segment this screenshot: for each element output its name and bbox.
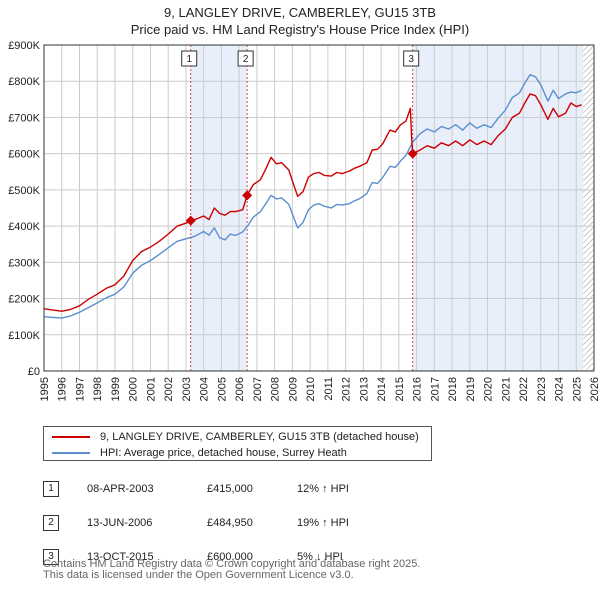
footer: Contains HM Land Registry data © Crown c… <box>43 559 420 581</box>
y-tick-label: £0 <box>28 366 40 378</box>
x-tick-label: 2020 <box>483 377 495 401</box>
sale-point-marker <box>407 148 418 159</box>
x-tick-label: 2021 <box>500 377 512 401</box>
x-tick-label: 1995 <box>39 377 51 401</box>
sale-label-box <box>181 50 198 67</box>
sale-date: 08-APR-2003 <box>87 483 154 495</box>
y-tick-label: £400K <box>8 221 40 233</box>
x-tick-label: 2014 <box>376 377 388 401</box>
x-tick-label: 2005 <box>216 377 228 401</box>
y-tick-label: £800K <box>8 76 40 88</box>
x-tick-label: 1997 <box>74 377 86 401</box>
x-tick-label: 2003 <box>181 377 193 401</box>
legend-entry-property: 9, LANGLEY DRIVE, CAMBERLEY, GU15 3TB (d… <box>52 429 419 445</box>
x-tick-label: 2022 <box>518 377 530 401</box>
sale-price: £415,000 <box>207 483 253 495</box>
sale-hpi-diff: 5% ↓ HPI <box>297 551 343 563</box>
sale-date: 13-OCT-2015 <box>87 551 154 563</box>
x-tick-label: 2019 <box>465 377 477 401</box>
sale-point-marker <box>185 215 196 226</box>
sale-label-number: 2 <box>243 54 249 65</box>
y-tick-label: £700K <box>8 112 40 124</box>
x-tick-label: 2000 <box>128 377 140 401</box>
sale-number-badge: 1 <box>43 481 59 497</box>
x-tick-label: 1998 <box>92 377 104 401</box>
x-tick-label: 2004 <box>199 377 211 401</box>
legend-label-property: 9, LANGLEY DRIVE, CAMBERLEY, GU15 3TB (d… <box>100 431 419 443</box>
sale-date: 13-JUN-2006 <box>87 517 153 529</box>
x-tick-label: 1996 <box>57 377 69 401</box>
chart-title-line1: 9, LANGLEY DRIVE, CAMBERLEY, GU15 3TB <box>164 5 436 20</box>
hatched-future-region <box>583 45 594 371</box>
footer-licence: This data is licensed under the Open Gov… <box>43 569 354 581</box>
x-tick-label: 2018 <box>447 377 459 401</box>
y-tick-label: £500K <box>8 185 40 197</box>
x-tick-label: 2013 <box>358 377 370 401</box>
sale-number-badge: 2 <box>43 515 59 531</box>
x-tick-label: 2023 <box>536 377 548 401</box>
x-tick-label: 2001 <box>145 377 157 401</box>
hpi-line <box>44 74 582 319</box>
legend-swatch-property <box>52 436 90 438</box>
x-tick-label: 1999 <box>110 377 122 401</box>
legend: 9, LANGLEY DRIVE, CAMBERLEY, GU15 3TB (d… <box>43 426 432 461</box>
x-tick-label: 2007 <box>252 377 264 401</box>
table-row: 3 13-OCT-2015 £600,000 5% ↓ HPI <box>43 540 417 574</box>
price-chart: 1 2 3 £0 £100K £200K £300K £400K £500K £600K £700… <box>8 40 600 401</box>
y-tick-label: £200K <box>8 294 40 306</box>
sale-number-badge: 3 <box>43 549 59 565</box>
x-tick-label: 2025 <box>571 377 583 401</box>
sale-label-box <box>403 50 420 67</box>
x-tick-label: 2010 <box>305 377 317 401</box>
sale-point-marker <box>242 190 253 201</box>
shaded-ownership-band <box>190 45 248 371</box>
x-tick-label: 2012 <box>341 377 353 401</box>
shaded-ownership-band <box>412 45 584 371</box>
x-tick-label: 2017 <box>429 377 441 401</box>
sale-price: £600,000 <box>207 551 253 563</box>
legend-label-hpi: HPI: Average price, detached house, Surr… <box>100 447 347 459</box>
x-tick-label: 2011 <box>323 377 335 401</box>
table-row: 2 13-JUN-2006 £484,950 19% ↑ HPI <box>43 506 417 540</box>
x-tick-label: 2016 <box>412 377 424 401</box>
sale-hpi-diff: 12% ↑ HPI <box>297 483 349 495</box>
legend-entry-hpi: HPI: Average price, detached house, Surr… <box>52 445 347 461</box>
x-tick-label: 2002 <box>163 377 175 401</box>
sale-label-number: 3 <box>408 54 414 65</box>
sale-hpi-diff: 19% ↑ HPI <box>297 517 349 529</box>
x-tick-label: 2009 <box>287 377 299 401</box>
table-row: 1 08-APR-2003 £415,000 12% ↑ HPI <box>43 472 417 506</box>
sale-label-box <box>237 50 254 67</box>
legend-swatch-hpi <box>52 452 90 454</box>
y-tick-label: £300K <box>8 257 40 269</box>
x-tick-label: 2026 <box>589 377 600 401</box>
x-tick-label: 2008 <box>270 377 282 401</box>
chart-title-line2: Price paid vs. HM Land Registry's House … <box>130 22 470 37</box>
x-tick-label: 2015 <box>394 377 406 401</box>
plot-frame <box>43 44 595 372</box>
property-price-line <box>44 93 582 312</box>
y-tick-label: £900K <box>8 40 40 52</box>
y-tick-label: £100K <box>8 330 40 342</box>
sale-label-number: 1 <box>186 54 192 65</box>
x-tick-label: 2006 <box>234 377 246 401</box>
sales-table: 1 08-APR-2003 £415,000 12% ↑ HPI 2 13-JU… <box>43 472 417 574</box>
sale-price: £484,950 <box>207 517 253 529</box>
x-tick-label: 2024 <box>554 377 566 401</box>
footer-copyright: Contains HM Land Registry data © Crown c… <box>43 558 421 570</box>
y-tick-label: £600K <box>8 149 40 161</box>
